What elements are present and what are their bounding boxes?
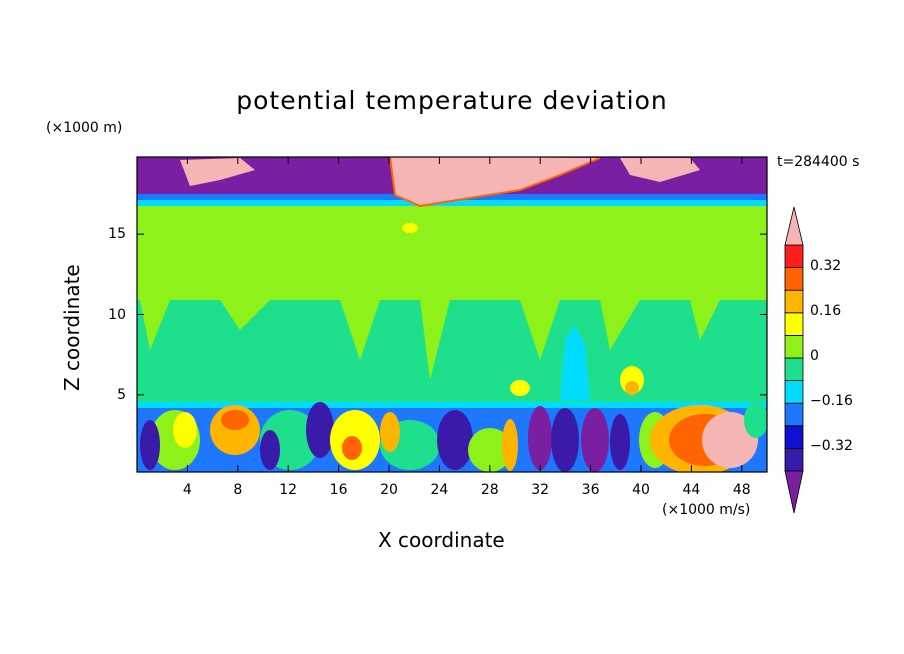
field-green-plumes: [340, 300, 720, 380]
y-axis-label: Z coordinate: [60, 264, 84, 391]
colorbar-tick-label: 0.32: [810, 257, 842, 274]
field-red-rim: [389, 157, 601, 208]
colorbar-tick-label: −0.32: [810, 438, 853, 455]
colorbar-box: [784, 447, 804, 472]
time-label: t=284400 s: [777, 154, 860, 170]
colorbar-tick-label: 0.16: [810, 302, 842, 319]
x-tick-label: 4: [182, 482, 192, 498]
field-green-plumes-2: [140, 300, 270, 350]
field-warm-spot-d: [625, 381, 639, 395]
colorbar-box: [784, 425, 804, 449]
x-tick-label: 8: [233, 482, 243, 498]
chart-title: potential temperature deviation: [236, 86, 668, 115]
field-pink-cap-left: [180, 158, 255, 186]
x-tick-label: 40: [632, 482, 650, 498]
x-tick-label: 20: [380, 482, 398, 498]
colorbar-box: [784, 289, 804, 314]
field-pink-cap-right: [620, 158, 700, 182]
x-unit-label: (×1000 m/s): [662, 502, 751, 518]
y-tick-label: 5: [117, 386, 126, 403]
colorbar-box: [784, 312, 804, 336]
boundary-layer-eddies: [140, 402, 767, 472]
colorbar-box: [784, 402, 804, 427]
x-tick-label: 44: [682, 482, 701, 498]
x-tick-label: 48: [732, 482, 751, 498]
x-axis-label: X coordinate: [378, 528, 505, 552]
colorbar-min-triangle: [784, 470, 804, 514]
y-tick-label: 15: [108, 226, 126, 243]
x-tick-label: 28: [480, 482, 499, 498]
x-tick-label: 16: [329, 482, 348, 498]
x-tick-marks: [186, 157, 743, 472]
x-tick-label: 36: [581, 482, 600, 498]
field-pink-cap-main: [390, 157, 600, 206]
y-unit-label: (×1000 m): [46, 120, 123, 136]
colorbar-tick-label: 0: [810, 348, 819, 364]
heatmap-field: [137, 157, 767, 472]
field-bl-cyan: [137, 402, 767, 408]
colorbar: [784, 206, 804, 514]
y-tick-label: 10: [108, 306, 126, 323]
field-tropopause-cyan: [137, 200, 767, 206]
x-tick-label: 12: [279, 482, 298, 498]
field-warm-spot-b: [510, 380, 530, 396]
colorbar-box: [784, 357, 804, 382]
x-tick-label: 24: [430, 482, 449, 498]
colorbar-max-triangle: [784, 206, 804, 246]
colorbar-tick-label: −0.16: [810, 393, 853, 410]
field-warm-spot-a: [402, 223, 418, 233]
field-upper-green: [137, 205, 767, 300]
x-tick-label: 32: [531, 482, 550, 498]
field-cyan-plume: [560, 325, 590, 400]
colorbar-box: [784, 380, 804, 404]
colorbar-box: [784, 244, 804, 269]
colorbar-box: [784, 267, 804, 291]
y-tick-marks: [137, 233, 767, 396]
colorbar-box: [784, 334, 804, 359]
